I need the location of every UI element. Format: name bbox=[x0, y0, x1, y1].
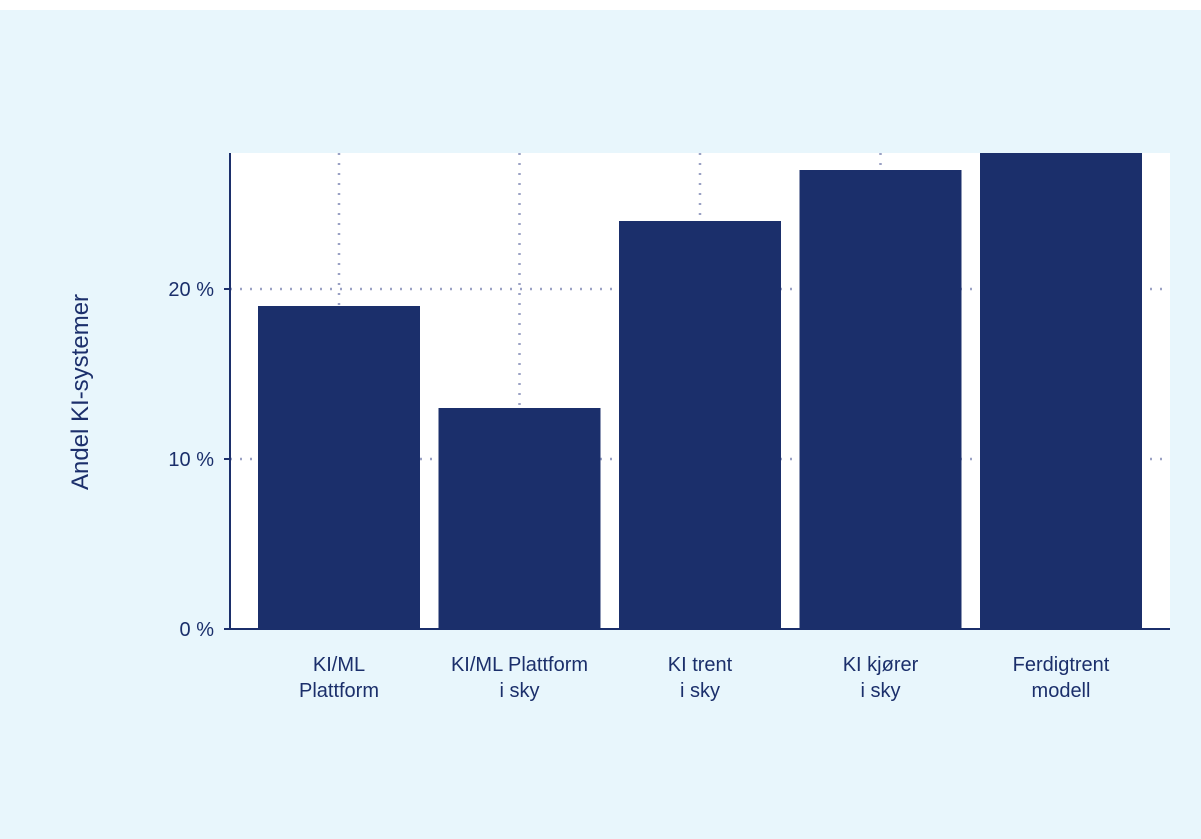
y-tick-labels: 0 % 10 % 20 % bbox=[168, 279, 214, 641]
bar bbox=[438, 408, 601, 629]
axes bbox=[224, 153, 1170, 630]
y-tick-label: 20 % bbox=[168, 279, 214, 301]
bar bbox=[619, 221, 781, 629]
x-tick-label: KI trent i sky bbox=[668, 654, 733, 702]
bar bbox=[258, 306, 420, 629]
x-tick-label: KI/ML Plattform i sky bbox=[451, 654, 588, 702]
y-axis-title: Andel KI-systemer bbox=[67, 294, 94, 490]
y-tick-label: 10 % bbox=[168, 449, 214, 471]
bars bbox=[258, 153, 1142, 629]
x-tick-label: KI kjører i sky bbox=[843, 654, 919, 702]
bar bbox=[799, 170, 962, 629]
x-tick-label: KI/ML Plattform bbox=[299, 654, 379, 702]
clipped-caption-strip bbox=[0, 0, 1201, 10]
y-tick-label: 0 % bbox=[180, 619, 215, 641]
bar bbox=[980, 153, 1142, 629]
x-tick-label: Ferdigtrent modell bbox=[1013, 654, 1110, 702]
x-tick-labels: KI/ML Plattform KI/ML Plattform i sky KI tre… bbox=[299, 654, 1110, 702]
